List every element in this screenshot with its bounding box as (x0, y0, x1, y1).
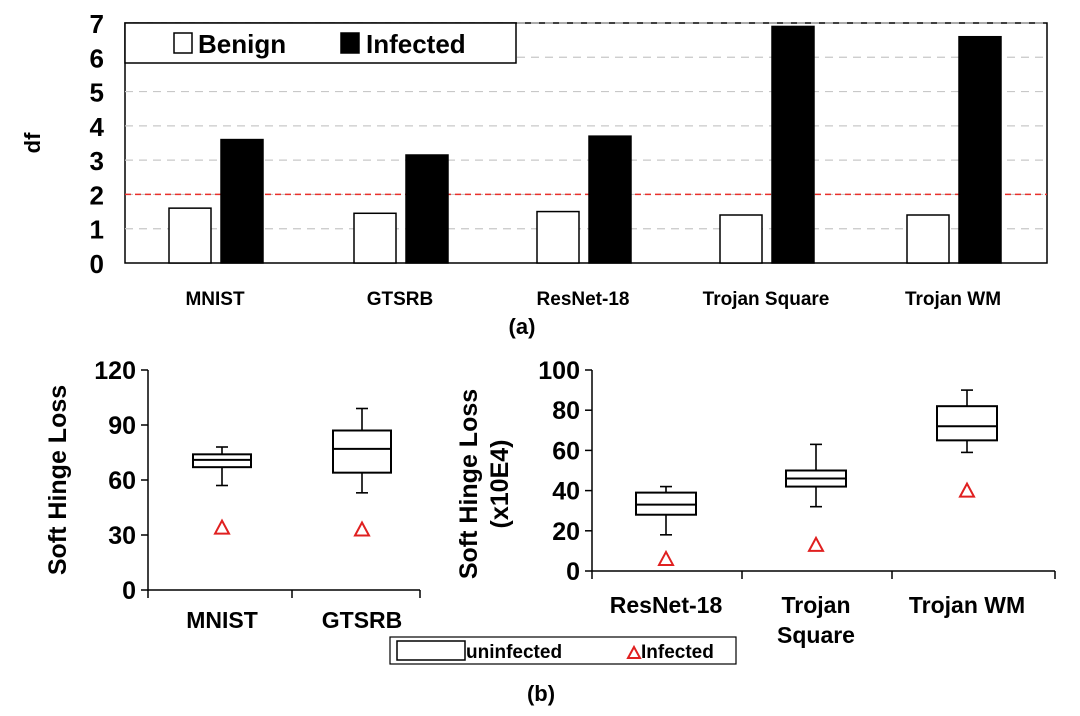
box-category-label: Trojan (781, 592, 850, 618)
box-iqr (635, 491, 697, 516)
box-category-label: GTSRB (322, 607, 403, 633)
panel-b-legend: uninfected Infected (389, 636, 737, 665)
box-iqr (936, 405, 998, 442)
ytick-label: 0 (566, 558, 580, 586)
infected-marker-triangle (657, 549, 675, 566)
legend-benign-swatch (173, 32, 193, 54)
panel-a-legend: Benign Infected (124, 22, 517, 64)
box-category-label: ResNet-18 (610, 592, 723, 618)
box-category-label: Trojan WM (909, 592, 1025, 618)
panel-b-caption: (b) (527, 681, 555, 706)
panel-a-category-label: Trojan WM (905, 289, 1001, 310)
box-category-label: MNIST (186, 607, 258, 633)
bar-benign (168, 207, 212, 264)
infected-marker-triangle (213, 518, 231, 535)
panel-a-ytick-label: 2 (90, 180, 104, 210)
panel-b-left: 0 30 60 90 120 MNIST GTSRB Soft Hinge Loss (44, 357, 421, 633)
bar-infected (958, 35, 1002, 264)
panel-a-ytick-label: 5 (90, 78, 104, 108)
legend-benign-label: Benign (198, 29, 286, 59)
box-plot-group (332, 407, 392, 537)
panel-a-ylabel: df (20, 132, 45, 153)
infected-marker-triangle (353, 520, 371, 537)
panel-a-ytick-label: 3 (90, 146, 104, 176)
panel-a-ytick-label: 4 (90, 112, 105, 142)
ytick-label: 60 (108, 467, 136, 495)
ytick-label: 120 (94, 357, 136, 385)
bar-benign (719, 214, 763, 264)
panel-a-plot-border (124, 22, 1048, 264)
box-category-label: Square (777, 622, 855, 648)
panel-a-ytick-label: 7 (90, 9, 104, 39)
panel-a-category-label: MNIST (185, 289, 245, 310)
legend-infected-b-label: Infected (641, 642, 714, 663)
panel-a-category-label: Trojan Square (703, 289, 830, 310)
box-plot-group (635, 485, 697, 566)
panel-b-right-ylabel: Soft Hinge Loss (455, 389, 483, 579)
legend-infected-triangle-icon (626, 644, 642, 659)
panel-b-right-ylabel-units: (x10E4) (486, 440, 514, 529)
ytick-label: 100 (538, 357, 580, 385)
panel-a-ytick-label: 0 (90, 249, 104, 279)
bar-infected (405, 154, 449, 264)
ytick-label: 40 (552, 478, 580, 506)
ytick-label: 0 (122, 577, 136, 605)
panel-a-category-label: ResNet-18 (537, 289, 630, 310)
bar-infected (220, 138, 264, 264)
infected-marker-triangle (958, 481, 976, 498)
bar-infected (771, 25, 815, 264)
box-plot-group (936, 389, 998, 498)
panel-a-category-label: GTSRB (367, 289, 434, 310)
box-plot-group (192, 446, 252, 535)
ytick-label: 30 (108, 522, 136, 550)
panel-b-right: 0 20 40 60 80 100 ResNet-18 Trojan Square Trojan… (455, 357, 1056, 648)
ytick-label: 90 (108, 412, 136, 440)
bar-benign (353, 212, 397, 264)
legend-infected-label: Infected (366, 29, 466, 59)
panel-a: 0 1 2 3 4 5 6 7 MNIST GTSRB ResNet-18 Trojan Squar… (20, 9, 1048, 339)
panel-b-left-ylabel: Soft Hinge Loss (44, 385, 72, 575)
panel-a-ytick-label: 6 (90, 43, 104, 73)
bar-benign (536, 210, 580, 264)
panel-a-caption: (a) (509, 314, 536, 339)
legend-uninfected-label: uninfected (466, 642, 562, 663)
ytick-label: 80 (552, 397, 580, 425)
infected-marker-triangle (807, 535, 825, 552)
panel-a-ytick-label: 1 (90, 215, 104, 245)
bar-infected (588, 135, 632, 264)
ytick-label: 20 (552, 518, 580, 546)
box-iqr (332, 429, 392, 474)
bar-benign (906, 214, 950, 264)
panel-b-left-axes (147, 370, 420, 591)
ytick-label: 60 (552, 437, 580, 465)
legend-infected-swatch (340, 32, 360, 54)
box-plot-group (785, 443, 847, 552)
legend-uninfected-swatch (396, 640, 466, 661)
